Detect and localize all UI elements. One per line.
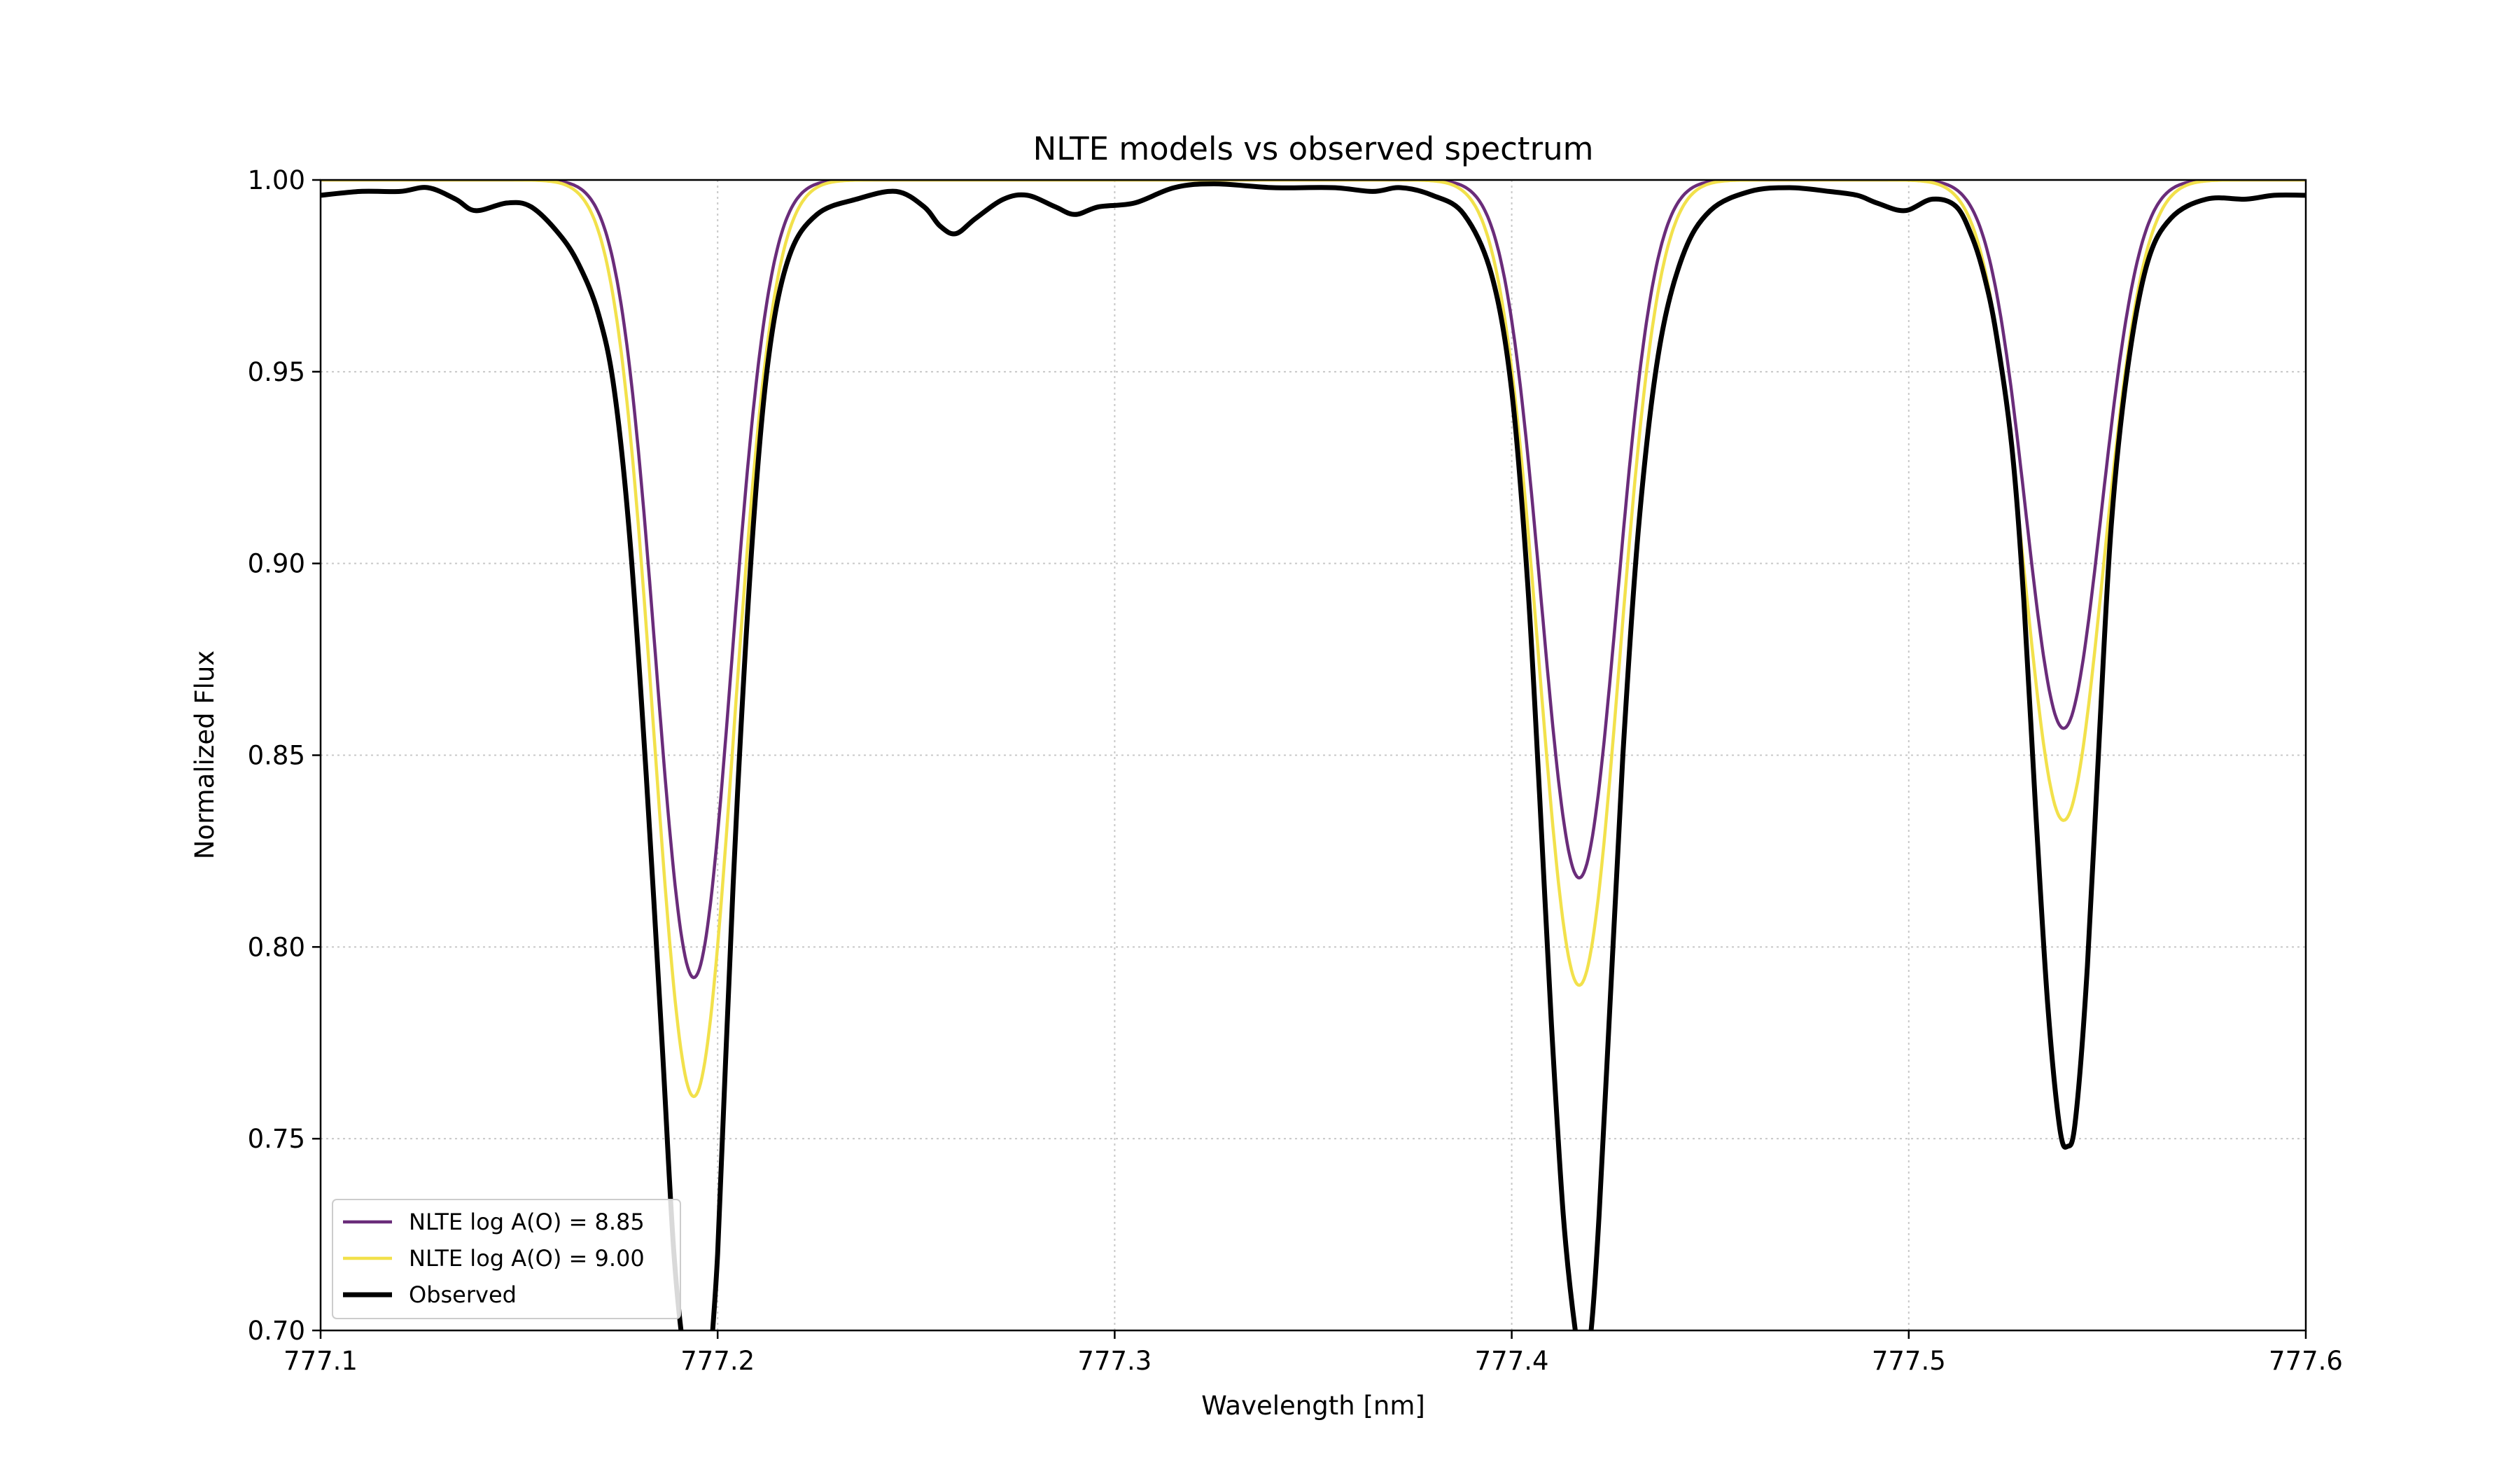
x-tick-label: 777.5: [1872, 1346, 1946, 1376]
y-tick-label: 0.70: [248, 1316, 305, 1346]
series-line-1: [321, 180, 2306, 1099]
y-tick-label: 0.90: [248, 549, 305, 579]
legend: NLTE log A(O) = 8.85 NLTE log A(O) = 9.00…: [332, 1199, 681, 1319]
legend-label-1: NLTE log A(O) = 9.00: [409, 1245, 645, 1272]
legend-label-0: NLTE log A(O) = 8.85: [409, 1209, 645, 1235]
legend-label-2: Observed: [409, 1281, 517, 1308]
x-tick-label: 777.6: [2269, 1346, 2343, 1376]
y-tick-label: 0.85: [248, 741, 305, 771]
y-tick-label: 0.80: [248, 932, 305, 962]
x-tick-label: 777.2: [680, 1346, 755, 1376]
y-tick-label: 1.00: [248, 165, 305, 195]
x-tick-label: 777.4: [1475, 1346, 1549, 1376]
y-tick-label: 0.95: [248, 357, 305, 387]
axis-ticks: 777.1 777.2 777.3 777.4 777.5 777.6 0.70 0.75 0.…: [248, 165, 2343, 1376]
x-axis-label: Wavelength [nm]: [1201, 1391, 1425, 1421]
x-tick-label: 777.3: [1077, 1346, 1152, 1376]
series-line-0: [321, 180, 2306, 980]
chart-title: NLTE models vs observed spectrum: [1033, 130, 1594, 167]
y-tick-label: 0.75: [248, 1124, 305, 1154]
x-tick-label: 777.1: [284, 1346, 358, 1376]
y-axis-label: Normalized Flux: [190, 651, 220, 860]
legend-box: [332, 1199, 681, 1319]
